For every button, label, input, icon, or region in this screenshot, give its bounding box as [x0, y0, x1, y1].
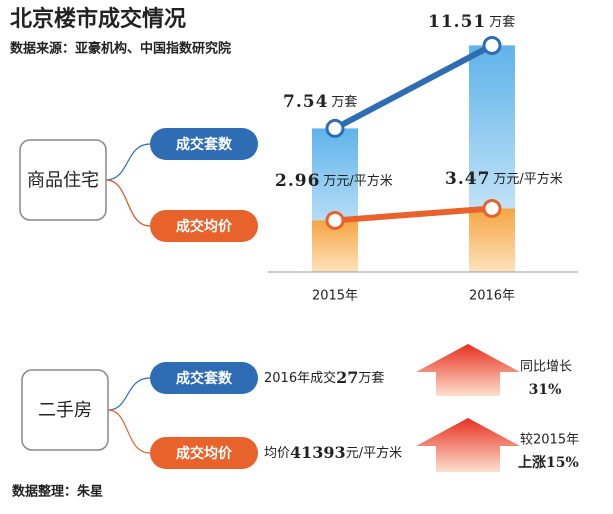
- value-label: 2.96 万元/平方米: [275, 171, 393, 191]
- source: 数据来源：亚豪机构、中国指数研究院: [10, 41, 231, 57]
- legend-label: 成交均价: [176, 218, 233, 235]
- point: [482, 198, 502, 218]
- x-tick-label: 2015年: [312, 289, 358, 304]
- line: [332, 205, 495, 224]
- price: 41393: [290, 443, 346, 462]
- unit: 元/平方米: [346, 445, 402, 461]
- unit: 万套: [331, 94, 357, 110]
- bar: [469, 208, 515, 272]
- title: 北京楼市成交情况: [10, 6, 186, 32]
- label-box: [19, 139, 107, 221]
- value: 2.96: [275, 171, 320, 191]
- tag: [150, 437, 258, 469]
- up-arrow: [416, 344, 520, 396]
- unit: 万元/平方米: [493, 171, 562, 187]
- tag: [150, 210, 258, 242]
- label-box: [21, 369, 109, 451]
- point: [325, 118, 345, 138]
- tag-label: 成交套数: [176, 370, 233, 387]
- value: 11.51: [428, 12, 486, 32]
- value-label: 11.51 万套: [428, 12, 515, 32]
- change-value: 31%: [529, 382, 562, 398]
- volume-text: 2016年成交27万套: [264, 368, 384, 387]
- connector: [107, 409, 151, 454]
- tag: [150, 362, 258, 394]
- line: [332, 42, 495, 132]
- connector: [107, 377, 151, 411]
- x-tick-label: 2016年: [469, 289, 515, 304]
- prefix: 2016年成交: [264, 370, 336, 386]
- label: 二手房: [38, 400, 92, 421]
- tag: [150, 128, 258, 160]
- point: [482, 35, 502, 55]
- footer: 数据整理：朱星: [12, 484, 103, 500]
- connector: [105, 143, 151, 227]
- change-label: 同比增长: [520, 360, 572, 375]
- value: 3.47: [445, 169, 490, 189]
- point: [325, 210, 345, 230]
- unit: 万元/平方米: [323, 173, 392, 189]
- tag-label: 成交均价: [176, 445, 233, 462]
- up-arrow: [416, 418, 520, 472]
- change-label: 较2015年: [520, 433, 579, 448]
- change-value: 上涨15%: [518, 455, 579, 471]
- unit: 万套: [489, 14, 515, 30]
- unit: 万套: [358, 370, 384, 386]
- value: 7.54: [283, 92, 328, 112]
- value-label: 7.54 万套: [283, 92, 357, 112]
- label: 商品住宅: [27, 170, 99, 191]
- prefix: 均价: [264, 446, 290, 461]
- value-label: 3.47 万元/平方米: [445, 169, 563, 189]
- legend-label: 成交套数: [176, 136, 233, 153]
- volume: 27: [336, 368, 358, 387]
- price-text: 均价41393元/平方米: [264, 443, 402, 462]
- connector: [105, 179, 151, 227]
